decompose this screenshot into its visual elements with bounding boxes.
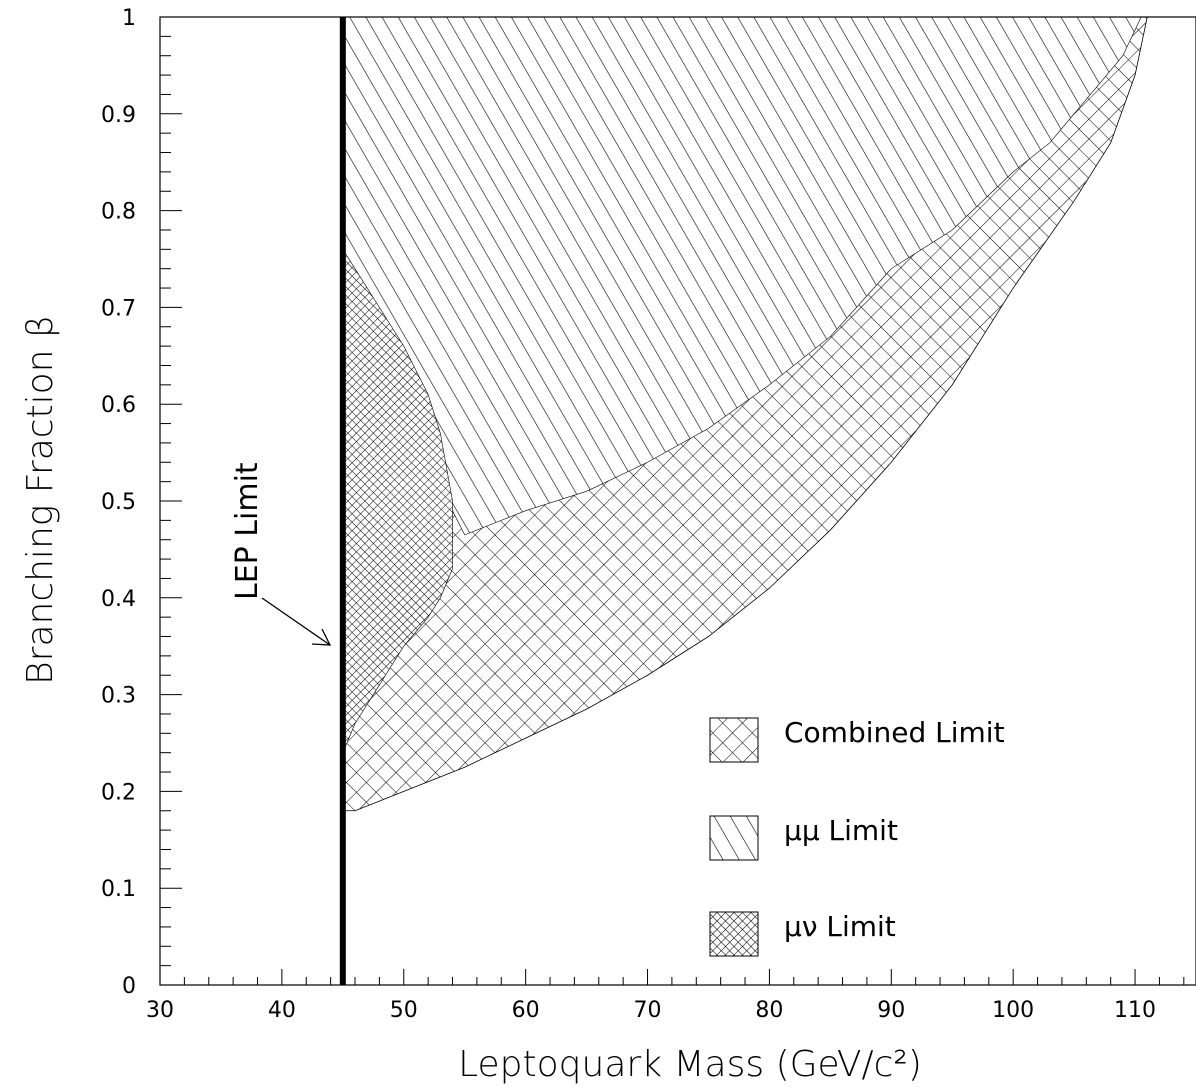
lep-limit-arrow bbox=[261, 597, 332, 646]
y-tick-label: 0.7 bbox=[101, 296, 136, 321]
legend-swatch-mumu bbox=[709, 815, 759, 861]
legend: Combined Limit μμ Limit μν Limit bbox=[709, 716, 1005, 957]
lep-limit-label: LEP Limit bbox=[230, 462, 265, 600]
y-tick-label: 0.1 bbox=[101, 877, 136, 902]
y-tick-label: 0.6 bbox=[101, 393, 136, 418]
x-tick-label: 60 bbox=[512, 998, 540, 1023]
y-tick-label: 0.4 bbox=[101, 587, 136, 612]
x-axis-title: Leptoquark Mass (GeV/c²) bbox=[458, 1044, 922, 1085]
y-tick-label: 0.5 bbox=[101, 490, 136, 515]
y-tick-label: 0.8 bbox=[101, 200, 136, 225]
y-tick-label: 0.9 bbox=[101, 103, 136, 128]
legend-label-combined: Combined Limit bbox=[784, 716, 1005, 749]
x-tick-label: 80 bbox=[755, 998, 783, 1023]
legend-swatch-munu bbox=[709, 911, 759, 957]
y-tick-label: 0.2 bbox=[101, 780, 136, 805]
x-tick-label: 110 bbox=[1114, 998, 1156, 1023]
x-tick-label: 50 bbox=[390, 998, 418, 1023]
y-tick-label: 0.3 bbox=[101, 684, 136, 709]
mumu-limit-region bbox=[342, 17, 1142, 536]
y-tick-label: 0 bbox=[122, 974, 136, 999]
x-tick-label: 70 bbox=[634, 998, 662, 1023]
y-axis-title: Branching Fraction β bbox=[20, 315, 61, 685]
y-tick-label: 1 bbox=[122, 6, 136, 31]
x-tick-label: 90 bbox=[877, 998, 905, 1023]
legend-label-mumu: μμ Limit bbox=[784, 814, 898, 847]
x-tick-label: 30 bbox=[146, 998, 174, 1023]
legend-swatch-combined bbox=[709, 717, 759, 763]
x-tick-label: 40 bbox=[268, 998, 296, 1023]
x-axis: 30 40 50 60 70 80 90 100 110 bbox=[146, 969, 1185, 1023]
legend-label-munu: μν Limit bbox=[784, 910, 896, 943]
y-axis: 0 0.1 0.2 0.3 0.4 0.5 0.6 0.7 0.8 0.9 1 bbox=[101, 6, 182, 999]
munu-limit-region bbox=[342, 248, 453, 753]
x-tick-label: 100 bbox=[992, 998, 1034, 1023]
